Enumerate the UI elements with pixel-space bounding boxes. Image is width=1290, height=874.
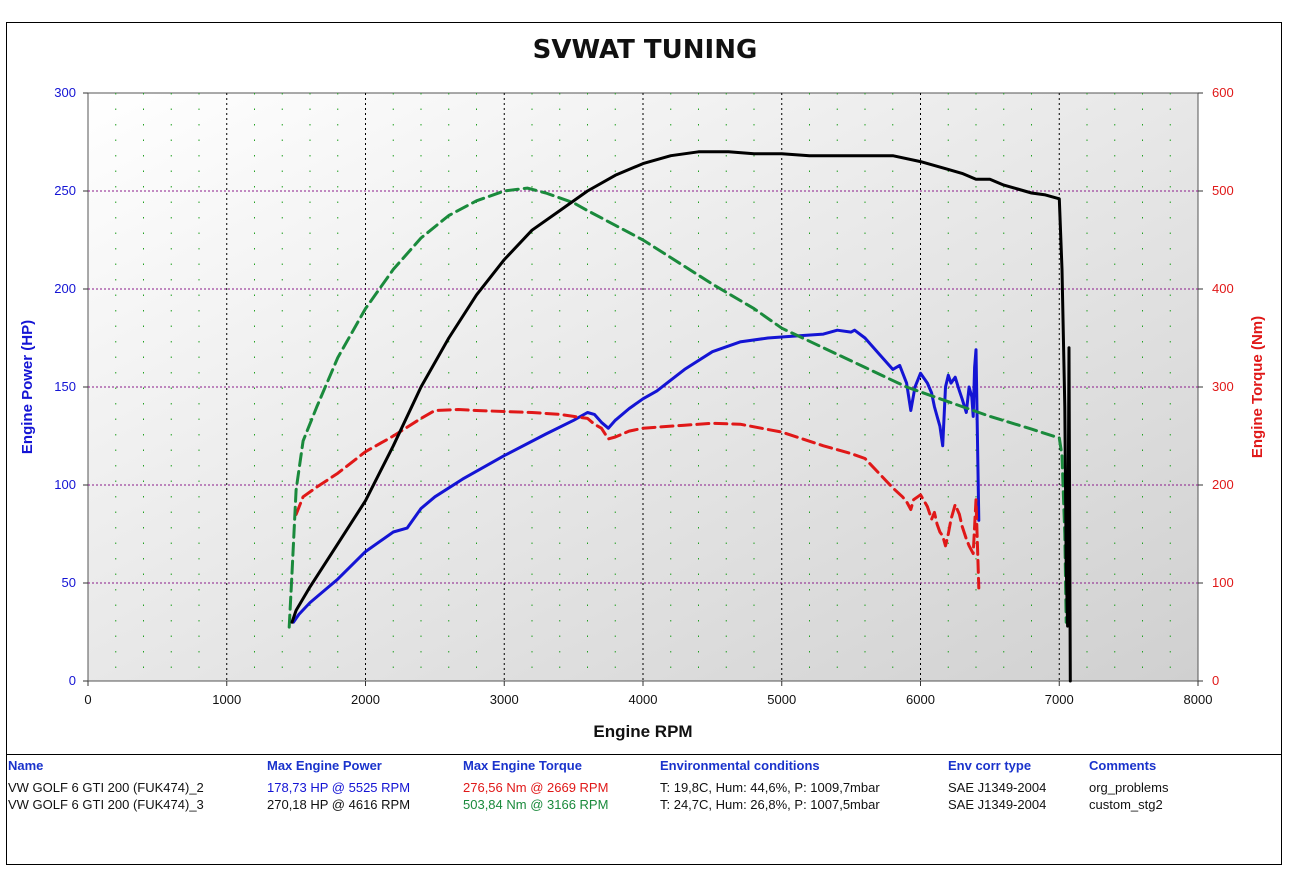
y-tick-label-right: 600 (1212, 85, 1234, 100)
run-max-torque: 503,84 Nm @ 3166 RPM (463, 797, 609, 812)
header-comments: Comments (1089, 758, 1157, 773)
x-tick-label: 6000 (906, 692, 935, 707)
power-line-run-3 (290, 150, 1072, 683)
header-max-torque: Max Engine Torque (463, 758, 582, 773)
header-name: Name (8, 758, 44, 773)
y-axis-label-left: Engine Power (HP) (19, 320, 36, 454)
y-tick-label-left: 300 (54, 85, 76, 100)
y-tick-label-right: 400 (1212, 281, 1234, 296)
y-tick-label-left: 100 (54, 477, 76, 492)
y-tick-label-left: 0 (69, 673, 76, 688)
y-tick-label-left: 150 (54, 379, 76, 394)
run-max-torque: 276,56 Nm @ 2669 RPM (463, 780, 609, 795)
run-name: VW GOLF 6 GTI 200 (FUK474)_3 (8, 797, 204, 812)
run-env-corr-type: SAE J1349-2004 (948, 797, 1047, 812)
run-env-corr-type: SAE J1349-2004 (948, 780, 1047, 795)
table-row: VW GOLF 6 GTI 200 (FUK474)_3 270,18 HP @… (6, 796, 1282, 813)
x-tick-label: 2000 (351, 692, 380, 707)
table-row: VW GOLF 6 GTI 200 (FUK474)_2 178,73 HP @… (6, 779, 1282, 796)
y-tick-label-left: 50 (62, 575, 76, 590)
grid-lines (88, 93, 1198, 681)
x-tick-label: 0 (84, 692, 91, 707)
y-tick-label-right: 300 (1212, 379, 1234, 394)
x-tick-label: 3000 (490, 692, 519, 707)
plot-area (87, 92, 1199, 682)
run-env-conditions: T: 24,7C, Hum: 26,8%, P: 1007,5mbar (660, 797, 880, 812)
chart-title: SVWAT TUNING (533, 35, 758, 65)
x-tick-label: 4000 (629, 692, 658, 707)
run-max-power: 178,73 HP @ 5525 RPM (267, 780, 411, 795)
run-name: VW GOLF 6 GTI 200 (FUK474)_2 (8, 780, 204, 795)
x-tick-label: 5000 (767, 692, 796, 707)
series-layer (287, 150, 1072, 683)
run-max-power: 270,18 HP @ 4616 RPM (267, 797, 411, 812)
x-tick-label: 8000 (1184, 692, 1213, 707)
axes: 0 1000 2000 3000 4000 5000 6000 7000 80000501001… (54, 85, 1233, 707)
y-tick-label-left: 250 (54, 183, 76, 198)
torque-line-run-3 (287, 186, 1068, 629)
x-tick-label: 1000 (212, 692, 241, 707)
y-axis-label-right: Engine Torque (Nm) (1249, 316, 1266, 458)
run-summary-table: Name Max Engine Power Max Engine Torque … (6, 756, 1282, 813)
y-tick-label-right: 100 (1212, 575, 1234, 590)
table-separator (6, 754, 1282, 755)
run-comment: org_problems (1089, 780, 1169, 795)
power-line-run-2 (291, 328, 981, 624)
header-env-corr-type: Env corr type (948, 758, 1032, 773)
run-comment: custom_stg2 (1089, 797, 1163, 812)
torque-line-run-2 (294, 408, 981, 590)
y-tick-label-right: 500 (1212, 183, 1234, 198)
y-tick-label-right: 0 (1212, 673, 1219, 688)
y-tick-label-left: 200 (54, 281, 76, 296)
run-env-conditions: T: 19,8C, Hum: 44,6%, P: 1009,7mbar (660, 780, 880, 795)
dyno-chart: SVWAT TUNING 0 1000 2000 3000 4000 5000 6000 70… (19, 35, 1266, 741)
x-tick-label: 7000 (1045, 692, 1074, 707)
header-max-power: Max Engine Power (267, 758, 382, 773)
y-tick-label-right: 200 (1212, 477, 1234, 492)
header-env-conditions: Environmental conditions (660, 758, 820, 773)
table-header-row: Name Max Engine Power Max Engine Torque … (6, 756, 1282, 779)
x-axis-label: Engine RPM (593, 722, 692, 741)
